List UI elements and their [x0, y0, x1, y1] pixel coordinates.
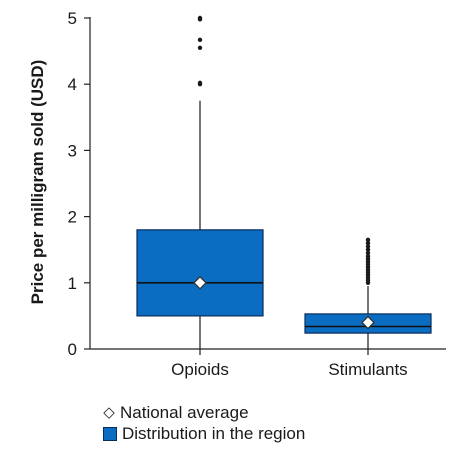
box: [136, 229, 264, 317]
box-plot-chart: 0 1 2 3 4 5 Opioids Stimulants Price per milli…: [28, 9, 446, 379]
x-axis: Opioids Stimulants: [90, 348, 446, 379]
national-average-marker: [193, 275, 207, 290]
y-tick-label: 2: [68, 208, 77, 227]
national-average-marker: [361, 315, 375, 330]
outlier-point: [365, 254, 371, 259]
legend-item-distribution: Distribution in the region: [102, 423, 305, 444]
legend: ◇ National average Distribution in the r…: [102, 402, 305, 444]
outlier-point: [197, 80, 203, 86]
legend-label-national-average: National average: [120, 403, 249, 422]
x-tick-label: Opioids: [171, 360, 229, 379]
legend-item-national-average: ◇ National average: [102, 402, 305, 423]
outlier-point: [197, 15, 203, 21]
outlier-point: [197, 45, 203, 50]
y-tick-label: 3: [68, 141, 77, 160]
y-tick-label: 0: [68, 340, 77, 359]
y-tick-label: 5: [68, 9, 77, 28]
y-tick-label: 4: [68, 75, 77, 94]
blue-square-icon: [103, 426, 117, 441]
diamond-icon: ◇: [103, 404, 115, 421]
outlier-point: [365, 237, 371, 242]
y-tick-label: 1: [68, 274, 77, 293]
outlier-point: [365, 244, 371, 249]
outlier-point: [365, 247, 371, 252]
outlier-point: [197, 37, 203, 43]
outlier-point: [365, 250, 371, 256]
y-axis: 0 1 2 3 4 5: [68, 9, 91, 359]
box-series: [136, 15, 432, 349]
outlier-point: [365, 240, 371, 246]
legend-label-distribution: Distribution in the region: [122, 424, 306, 443]
x-tick-label: Stimulants: [328, 360, 407, 379]
y-axis-label: Price per milligram sold (USD): [28, 60, 47, 305]
